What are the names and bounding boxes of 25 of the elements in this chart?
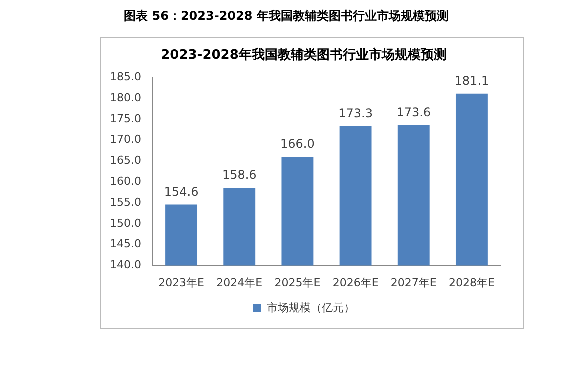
chart-title: 图表 56：2023-2028 年我国教辅类图书行业市场规模预测 [123,8,450,25]
y-tick-label: 170.0 [110,133,142,146]
x-tick-label: 2028年E [448,276,495,290]
y-tick-label: 150.0 [110,216,142,230]
legend-label: 市场规模（亿元） [266,301,355,314]
chart-subtitle: 2023-2028年我国教辅类图书行业市场规模预测 [161,47,447,64]
y-tick-label: 175.0 [110,112,142,126]
x-tick-label: 2025年E [274,276,321,290]
y-tick-label: 180.0 [110,91,142,104]
text: 173.6 [396,105,432,120]
y-tick-label: 185.0 [110,70,142,84]
x-tick-label: 2026年E [332,276,379,290]
text: 181.1 [454,74,490,88]
text: 173.3 [338,106,373,121]
y-tick-label: 165.0 [110,154,142,168]
text: 154.6 [164,184,199,199]
y-tick-label: 140.0 [110,258,142,272]
y-tick-label: 160.0 [110,175,142,188]
x-tick-label: 2024年E [216,276,263,290]
y-tick-label: 155.0 [110,196,142,209]
x-tick-label: 2023年E [158,276,205,290]
x-tick-label: 2027年E [390,276,437,290]
text: 166.0 [280,137,315,152]
text: 158.6 [222,168,257,182]
y-tick-label: 145.0 [110,238,142,251]
